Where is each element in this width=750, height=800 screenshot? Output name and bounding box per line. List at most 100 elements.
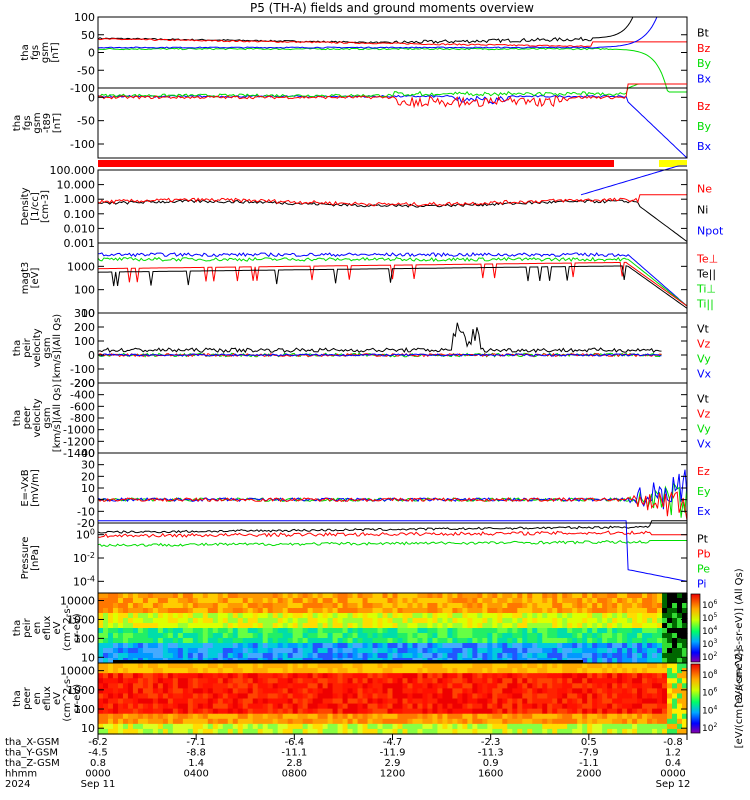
- spectrogram-cell: [467, 668, 473, 674]
- spectrogram-cell: [502, 728, 508, 735]
- spectrogram-cell: [512, 608, 518, 614]
- spectrogram-cell: [627, 668, 633, 674]
- spectrogram-cell: [282, 593, 289, 599]
- spectrogram-cell: [682, 623, 688, 629]
- spectrogram-cell: [667, 703, 673, 710]
- spectrogram-cell: [417, 728, 424, 735]
- spectrogram-cell: [427, 633, 434, 639]
- spectrogram-cell: [372, 668, 379, 674]
- spectrogram-cell: [627, 653, 633, 659]
- spectrogram-cell: [622, 628, 628, 634]
- spectrogram-cell: [347, 613, 354, 619]
- spectrogram-cell: [287, 713, 294, 720]
- spectrogram-cell: [402, 628, 409, 634]
- spectrogram-cell: [312, 683, 319, 689]
- spectrogram-cell: [317, 623, 324, 629]
- spectrogram-cell: [537, 693, 543, 700]
- spectrogram-cell: [537, 603, 543, 609]
- spectrogram-cell: [387, 633, 394, 639]
- spectrogram-cell: [162, 608, 169, 614]
- spectrogram-cell: [157, 593, 164, 599]
- spectrogram-cell: [327, 633, 334, 639]
- spectrogram-cell: [257, 663, 264, 669]
- spectrogram-cell: [302, 703, 309, 710]
- spectrogram-cell: [147, 613, 154, 619]
- spectrogram-cell: [412, 708, 419, 715]
- spectrogram-cell: [177, 593, 184, 599]
- spectrogram-cell: [157, 613, 164, 619]
- spectrogram-cell: [262, 688, 269, 695]
- spectrogram-cell: [337, 628, 344, 634]
- spectrogram-cell: [447, 663, 453, 669]
- spectrogram-cell: [457, 628, 463, 634]
- spectrogram-cell: [467, 673, 473, 679]
- spectrogram-cell: [422, 663, 429, 669]
- spectrogram-cell: [532, 693, 538, 700]
- spectrogram-cell: [307, 723, 314, 730]
- spectrogram-cell: [332, 653, 339, 659]
- spectrogram-cell: [317, 613, 324, 619]
- spectrogram-cell: [252, 618, 259, 624]
- spectrogram-cell: [502, 618, 508, 624]
- spectrogram-cell: [247, 598, 254, 604]
- spectrogram-cell: [182, 648, 189, 654]
- spectrogram-cell: [332, 718, 339, 725]
- spectrogram-cell: [552, 698, 558, 705]
- spectrogram-cell: [557, 613, 563, 619]
- spectrogram-cell: [317, 618, 324, 624]
- spectrogram-cell: [357, 683, 364, 689]
- spectrogram-cell: [562, 678, 568, 684]
- spectrogram-cell: [372, 618, 379, 624]
- spectrogram-cell: [162, 663, 169, 669]
- x-axis-value: 0.5: [581, 737, 597, 748]
- spectrogram-cell: [167, 688, 174, 695]
- fill-line: [113, 660, 583, 663]
- spectrogram-cell: [477, 693, 483, 700]
- spectrogram-cell: [682, 613, 688, 619]
- spectrogram-cell: [442, 663, 449, 669]
- spectrogram-cell: [332, 713, 339, 720]
- spectrogram-cell: [432, 703, 439, 710]
- spectrogram-cell: [152, 683, 159, 689]
- spectrogram-cell: [287, 663, 294, 669]
- spectrogram-cell: [597, 668, 603, 674]
- spectrogram-cell: [177, 683, 184, 689]
- spectrogram-cell: [417, 708, 424, 715]
- spectrogram-cell: [237, 708, 244, 715]
- spectrogram-cell: [642, 643, 648, 649]
- spectrogram-cell: [642, 648, 648, 654]
- spectrogram-cell: [462, 618, 468, 624]
- spectrogram-cell: [607, 693, 613, 700]
- spectrogram-cell: [297, 618, 304, 624]
- spectrogram-cell: [352, 693, 359, 700]
- spectrogram-cell: [477, 713, 483, 720]
- spectrogram-cell: [412, 668, 419, 674]
- legend-entry: Npot: [697, 225, 724, 238]
- y-tick-label: 0: [88, 494, 95, 507]
- spectrogram-cell: [292, 613, 299, 619]
- spectrogram-cell: [382, 643, 389, 649]
- spectrogram-cell: [677, 658, 683, 664]
- spectrogram-cell: [547, 608, 553, 614]
- spectrogram-cell: [122, 718, 129, 725]
- spectrogram-cell: [597, 708, 603, 715]
- spectrogram-cell: [312, 708, 319, 715]
- spectrogram-cell: [617, 668, 623, 674]
- spectrogram-cell: [292, 593, 299, 599]
- spectrogram-cell: [537, 633, 543, 639]
- spectrogram-cell: [247, 693, 254, 700]
- spectrogram-cell: [597, 698, 603, 705]
- spectrogram-cell: [542, 638, 548, 644]
- spectrogram-cell: [102, 593, 109, 599]
- spectrogram-cell: [282, 713, 289, 720]
- spectrogram-cell: [392, 648, 399, 654]
- legend-entry: Bz: [697, 42, 711, 55]
- spectrogram-cell: [502, 668, 508, 674]
- spectrogram-cell: [292, 673, 299, 679]
- spectrogram-cell: [482, 598, 488, 604]
- spectrogram-cell: [207, 613, 214, 619]
- spectrogram-cell: [582, 693, 588, 700]
- spectrogram-cell: [377, 653, 384, 659]
- spectrogram-cell: [532, 688, 538, 695]
- spectrogram-cell: [132, 693, 139, 700]
